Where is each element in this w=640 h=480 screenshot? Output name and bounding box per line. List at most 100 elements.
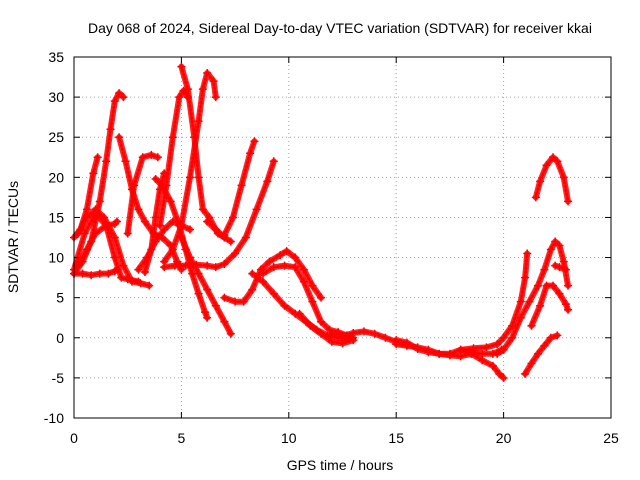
data-point [203, 217, 212, 226]
data-point [117, 273, 126, 282]
data-point [134, 205, 143, 214]
data-point [102, 157, 111, 166]
data-point [299, 277, 308, 286]
x-tick-label: 5 [178, 430, 186, 446]
data-point [115, 89, 124, 98]
data-point [338, 332, 347, 341]
data-point [89, 169, 98, 178]
data-point [317, 317, 326, 326]
data-point [523, 249, 532, 258]
data-point [177, 233, 186, 242]
x-tick-label: 0 [70, 430, 78, 446]
data-point [381, 333, 390, 342]
data-point [226, 329, 235, 338]
data-point [527, 321, 536, 330]
data-point [134, 265, 143, 274]
y-tick-label: 0 [56, 330, 64, 346]
data-point [456, 345, 465, 354]
data-point [269, 157, 278, 166]
data-point [263, 177, 272, 186]
data-point [181, 261, 190, 270]
data-point [228, 213, 237, 222]
data-point [220, 259, 229, 268]
data-point [259, 269, 268, 278]
data-point [211, 93, 220, 102]
data-point [488, 361, 497, 370]
data-point [527, 359, 536, 368]
data-point [495, 369, 504, 378]
data-point [106, 125, 115, 134]
data-point [220, 317, 229, 326]
data-point [183, 85, 192, 94]
data-point [282, 247, 291, 256]
data-point [140, 217, 149, 226]
data-point [203, 261, 212, 270]
data-point [115, 133, 124, 142]
data-point [175, 93, 184, 102]
data-point [252, 205, 261, 214]
data-point [91, 205, 100, 214]
data-point [102, 221, 111, 230]
data-point [317, 293, 326, 302]
data-point [536, 301, 545, 310]
data-point [499, 333, 508, 342]
data-point [370, 329, 379, 338]
data-point [93, 153, 102, 162]
data-point [308, 281, 317, 290]
data-point [561, 265, 570, 274]
data-point [564, 281, 573, 290]
data-point [78, 269, 87, 278]
data-point [327, 330, 336, 339]
x-tick-label: 15 [388, 430, 404, 446]
data-point [136, 279, 145, 288]
data-point [112, 217, 121, 226]
data-point [291, 263, 300, 272]
data-point [170, 261, 179, 270]
data-point [482, 343, 491, 352]
data-point [160, 263, 169, 272]
y-tick-label: 35 [48, 49, 64, 65]
data-point [546, 245, 555, 254]
data-point [209, 77, 218, 86]
y-tick-label: 5 [56, 290, 64, 306]
data-point [553, 331, 562, 340]
data-point [190, 133, 199, 142]
data-point [119, 261, 128, 270]
data-point [231, 249, 240, 258]
data-point [153, 153, 162, 162]
data-point [140, 267, 149, 276]
data-point [435, 349, 444, 358]
data-point [147, 150, 156, 159]
data-point [151, 174, 160, 183]
data-point [549, 153, 558, 162]
data-point [121, 157, 130, 166]
data-point [536, 177, 545, 186]
data-point [95, 197, 104, 206]
y-tick-label: 10 [48, 250, 64, 266]
data-point [291, 253, 300, 262]
data-point [100, 213, 109, 222]
data-point [269, 263, 278, 272]
data-point [555, 241, 564, 250]
data-point [531, 193, 540, 202]
data-point [194, 173, 203, 182]
data-point [559, 257, 568, 266]
data-point [424, 348, 433, 357]
data-point [542, 161, 551, 170]
y-tick-label: -10 [44, 410, 64, 426]
data-point [508, 333, 517, 342]
data-point [185, 225, 194, 234]
data-point [564, 197, 573, 206]
data-point [299, 265, 308, 274]
data-point [516, 313, 525, 322]
data-point [559, 173, 568, 182]
data-point [325, 325, 334, 334]
data-point [211, 263, 220, 272]
data-point [220, 233, 229, 242]
data-point [185, 173, 194, 182]
data-point [211, 225, 220, 234]
data-point [549, 281, 558, 290]
data-point [280, 301, 289, 310]
data-point [540, 265, 549, 274]
series-s18-markers [205, 220, 233, 243]
